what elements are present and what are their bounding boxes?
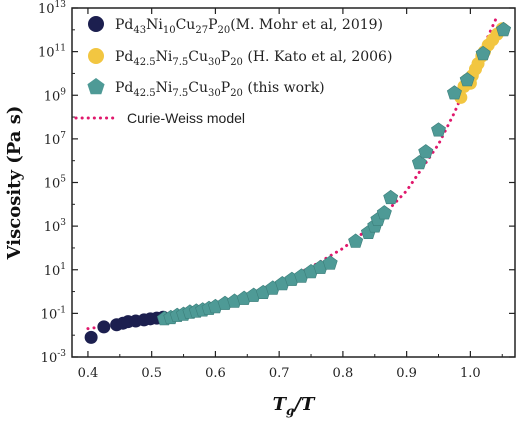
legend-label: Pd43Ni10Cu27P20(M. Mohr et al, 2019) [115, 17, 383, 36]
data-point [411, 155, 427, 170]
x-axis-title: Tg/T [273, 394, 316, 418]
x-tick-label: 1.0 [460, 366, 481, 381]
data-point [383, 189, 399, 205]
legend-entry-4: Curie-Weiss model [74, 110, 245, 126]
data-point [446, 85, 462, 100]
legend-entry-3: Pd42.5Ni7.5Cu30P20 (this work) [87, 78, 325, 99]
data-point [322, 255, 338, 270]
y-axis-title: Viscosity (Pa s) [4, 106, 25, 261]
data-point [348, 233, 364, 248]
x-tick-label: 0.9 [396, 366, 417, 381]
y-tick-label: 10-3 [41, 349, 67, 366]
x-tick-label: 0.4 [78, 366, 99, 381]
legend: Pd43Ni10Cu27P20(M. Mohr et al, 2019) Pd42… [74, 16, 392, 126]
y-tick-label: 1013 [38, 0, 66, 17]
points-layer [84, 21, 512, 344]
legend-marker [88, 48, 104, 64]
y-tick-label: 10-1 [41, 305, 66, 322]
y-tick-label: 101 [44, 262, 66, 279]
x-tick-label: 0.5 [141, 366, 162, 381]
data-point [97, 320, 111, 334]
y-tick-label: 1011 [38, 44, 66, 61]
series-3 [156, 21, 512, 326]
x-tick-label: 0.8 [333, 366, 354, 381]
data-point [459, 72, 475, 87]
y-tick-label: 107 [44, 131, 67, 148]
series-1 [84, 310, 170, 344]
x-tick-label: 0.7 [269, 366, 290, 381]
legend-marker [87, 78, 105, 95]
data-point [376, 205, 392, 220]
data-point [431, 122, 446, 137]
data-point [496, 21, 512, 37]
data-point [475, 45, 491, 61]
y-tick-label: 105 [44, 175, 67, 192]
data-point [84, 330, 98, 344]
legend-marker [88, 16, 104, 32]
legend-entry-1: Pd43Ni10Cu27P20(M. Mohr et al, 2019) [88, 16, 383, 36]
legend-entry-2: Pd42.5Ni7.5Cu30P20 (H. Kato et al, 2006) [88, 48, 392, 68]
axis-ticks: 0.4 0.5 0.6 0.7 0.8 0.9 1.0 10-3 10-1 101 103 105 10… [38, 0, 515, 381]
legend-label: Curie-Weiss model [127, 110, 245, 126]
y-tick-label: 109 [44, 87, 67, 104]
y-tick-label: 103 [44, 218, 67, 235]
data-point [418, 144, 434, 159]
legend-label: Pd42.5Ni7.5Cu30P20 (H. Kato et al, 2006) [115, 49, 392, 68]
legend-label: Pd42.5Ni7.5Cu30P20 (this work) [115, 80, 325, 99]
x-tick-label: 0.6 [205, 366, 226, 381]
